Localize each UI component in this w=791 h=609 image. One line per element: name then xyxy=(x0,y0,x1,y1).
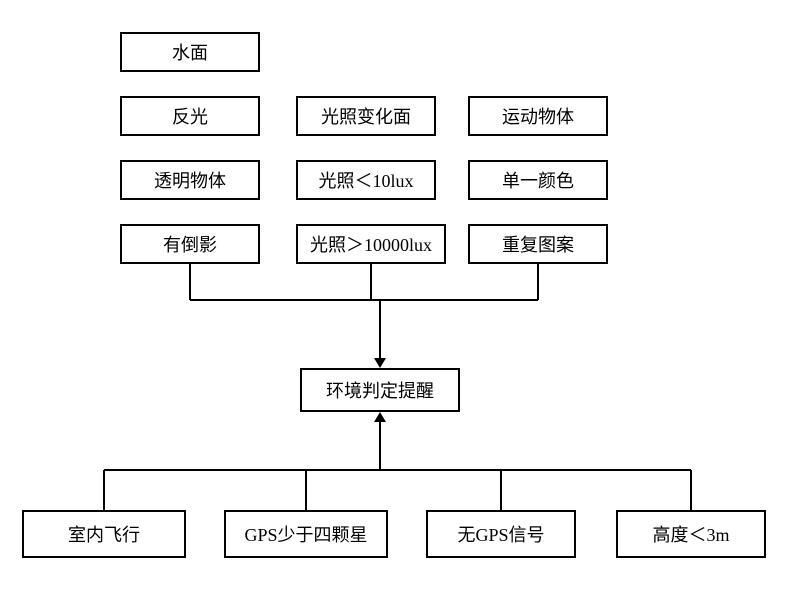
node-moving-object: 运动物体 xyxy=(468,96,608,136)
node-shadow: 有倒影 xyxy=(120,224,260,264)
node-gps-lt-4: GPS少于四颗星 xyxy=(224,510,388,558)
node-indoor-flight: 室内飞行 xyxy=(22,510,186,558)
node-single-color: 单一颜色 xyxy=(468,160,608,200)
node-light-change: 光照变化面 xyxy=(296,96,436,136)
node-reflective: 反光 xyxy=(120,96,260,136)
node-no-gps: 无GPS信号 xyxy=(426,510,576,558)
node-alt-lt-3m: 高度＜3m xyxy=(616,510,766,558)
node-light-lt-10: 光照＜10lux xyxy=(296,160,436,200)
node-light-gt-10000: 光照＞10000lux xyxy=(296,224,446,264)
node-transparent: 透明物体 xyxy=(120,160,260,200)
node-repeat-pattern: 重复图案 xyxy=(468,224,608,264)
node-env-judge: 环境判定提醒 xyxy=(300,368,460,412)
node-water-surface: 水面 xyxy=(120,32,260,72)
